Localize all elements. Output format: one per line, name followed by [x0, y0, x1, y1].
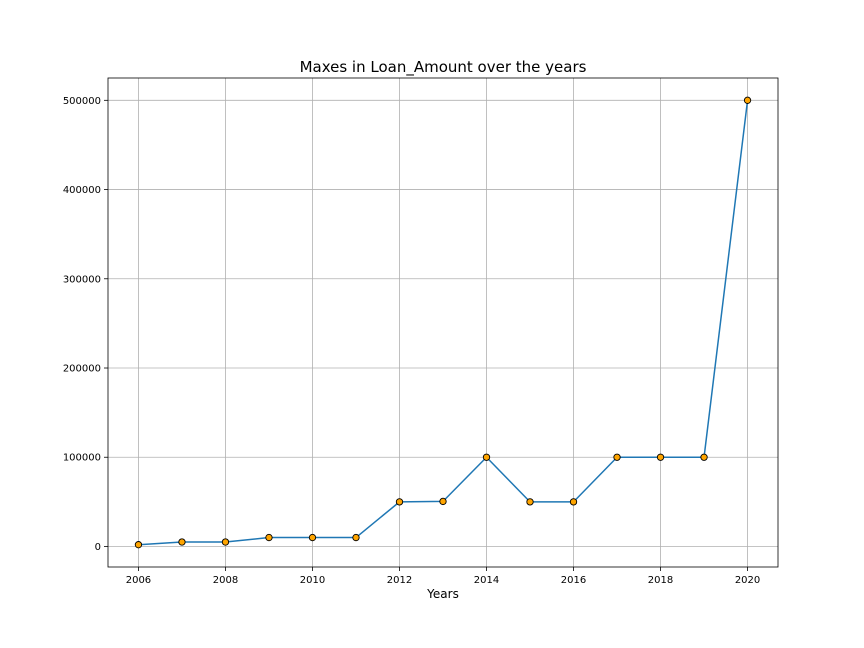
- x-tick-label: 2006: [126, 575, 151, 586]
- y-tick-label: 200000: [63, 364, 101, 375]
- y-tick-label: 500000: [63, 96, 101, 107]
- data-point: [178, 538, 186, 546]
- x-tick-label: 2018: [648, 575, 673, 586]
- x-axis-ticks: 2006 2008 2010 2012 2014 2016 2018 2020: [126, 567, 760, 586]
- x-tick-label: 2012: [387, 575, 412, 586]
- data-point: [308, 533, 317, 542]
- data-point: [700, 453, 708, 461]
- data-point: [221, 538, 230, 546]
- y-tick-label: 300000: [63, 274, 101, 285]
- data-point: [265, 533, 273, 542]
- x-tick-label: 2020: [735, 575, 760, 586]
- y-tick-label: 100000: [63, 453, 101, 464]
- grid-lines: [108, 78, 778, 567]
- data-point: [656, 453, 665, 461]
- data-point: [395, 498, 404, 506]
- data-point: [482, 453, 491, 461]
- y-tick-label: 400000: [63, 185, 101, 196]
- x-tick-label: 2010: [300, 575, 325, 586]
- data-point: [569, 498, 578, 506]
- data-point: [352, 533, 360, 542]
- y-tick-label: 0: [95, 542, 101, 553]
- data-point: [134, 541, 143, 549]
- x-tick-label: 2014: [474, 575, 499, 586]
- data-point: [613, 453, 621, 461]
- plot-frame: [107, 77, 779, 568]
- series-layer: [134, 96, 752, 549]
- x-tick-label: 2016: [561, 575, 586, 586]
- data-point: [439, 497, 447, 506]
- chart-title: Maxes in Loan_Amount over the years: [300, 58, 587, 77]
- data-point: [743, 96, 752, 104]
- y-axis-ticks: 0 100000 200000 300000 400000 500000: [63, 96, 108, 553]
- data-point: [526, 498, 534, 506]
- x-tick-label: 2008: [213, 575, 238, 586]
- x-axis-label: Years: [426, 587, 459, 601]
